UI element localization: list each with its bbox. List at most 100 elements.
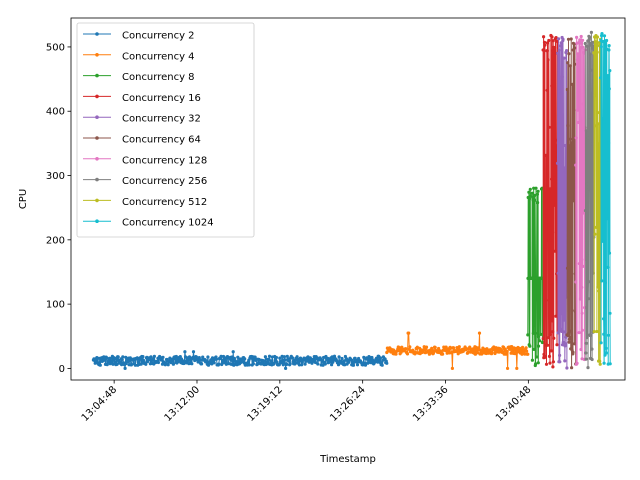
data-point — [599, 45, 603, 49]
data-point — [570, 141, 574, 145]
data-point — [548, 332, 553, 337]
data-point — [606, 265, 610, 269]
data-point — [589, 30, 594, 34]
data-point — [603, 281, 608, 285]
x-tick-label: 13:04:48 — [80, 384, 120, 424]
data-point — [597, 289, 601, 293]
data-point — [105, 363, 109, 367]
data-point — [229, 358, 234, 362]
data-point — [313, 360, 318, 365]
legend-item: Concurrency 512 — [83, 197, 207, 208]
legend-item: Concurrency 8 — [83, 72, 195, 83]
data-point — [572, 199, 576, 203]
x-tick-label: 13:26:24 — [328, 384, 368, 424]
data-point — [267, 357, 271, 361]
data-point — [285, 362, 289, 366]
data-point — [600, 279, 604, 283]
legend-item: Concurrency 16 — [83, 93, 201, 104]
data-point — [120, 357, 124, 361]
data-point — [584, 341, 588, 345]
data-point — [282, 361, 286, 365]
series-concurrency-16 — [541, 33, 560, 369]
data-point — [408, 345, 412, 349]
data-point — [98, 363, 102, 367]
data-point — [599, 38, 603, 43]
data-point — [284, 366, 288, 370]
legend-marker — [95, 198, 99, 203]
data-point — [105, 356, 109, 360]
data-point — [581, 38, 585, 42]
data-point — [569, 330, 574, 334]
data-point — [599, 76, 603, 80]
data-point — [542, 35, 546, 39]
data-point — [536, 361, 540, 365]
data-point — [544, 153, 548, 157]
data-point — [580, 328, 584, 332]
data-point — [549, 349, 553, 353]
data-point — [457, 345, 461, 349]
data-point — [594, 124, 598, 128]
data-point — [558, 44, 562, 48]
x-axis: 13:04:48 13:12:00 13:19:12 13:26:24 13:33:36… — [80, 380, 533, 424]
data-point — [532, 347, 536, 351]
data-point — [571, 350, 575, 354]
data-point — [251, 362, 255, 366]
data-point — [527, 190, 531, 194]
data-point — [602, 120, 606, 124]
data-point — [214, 357, 219, 361]
data-point — [590, 357, 594, 362]
data-point — [599, 341, 603, 345]
data-point — [570, 82, 575, 86]
data-point — [574, 280, 578, 284]
data-point — [231, 350, 235, 354]
data-point — [551, 39, 555, 43]
series-line — [600, 33, 611, 365]
data-point — [560, 75, 564, 79]
data-point — [572, 189, 576, 193]
data-point — [405, 352, 410, 356]
data-point — [577, 262, 582, 266]
data-point — [553, 46, 557, 50]
legend-item: Concurrency 32 — [83, 114, 201, 125]
data-point — [579, 41, 584, 45]
data-point — [206, 355, 210, 359]
data-point — [576, 90, 580, 94]
data-point — [549, 238, 553, 242]
data-point — [605, 217, 609, 221]
data-point — [554, 314, 558, 318]
data-point — [394, 352, 398, 356]
data-point — [602, 34, 607, 38]
data-point — [581, 264, 585, 268]
series-line — [593, 35, 602, 365]
data-point — [553, 249, 557, 253]
data-point — [219, 354, 223, 358]
series-line — [542, 35, 558, 367]
data-point — [285, 354, 289, 358]
data-point — [588, 52, 592, 56]
data-point — [465, 347, 469, 351]
legend: Concurrency 2 Concurrency 4 Concurrency 8 C… — [76, 22, 255, 238]
data-point — [544, 298, 548, 302]
data-point — [583, 41, 587, 46]
data-point — [269, 359, 273, 363]
data-point — [297, 363, 301, 367]
data-point — [262, 359, 266, 363]
legend-label: Concurrency 32 — [122, 114, 201, 125]
data-point — [303, 362, 307, 366]
data-point — [198, 358, 202, 362]
data-point — [558, 353, 562, 357]
data-point — [578, 297, 582, 301]
data-point — [589, 68, 593, 72]
data-point — [595, 50, 599, 54]
data-point — [552, 336, 556, 340]
data-point — [533, 331, 537, 335]
series-concurrency-1024 — [599, 31, 612, 366]
data-point — [133, 363, 137, 367]
legend-label: Concurrency 8 — [122, 72, 195, 83]
data-point — [525, 349, 529, 353]
data-point — [224, 359, 228, 363]
series-markers — [599, 31, 612, 366]
data-point — [585, 335, 589, 340]
data-point — [545, 41, 550, 45]
data-point — [166, 363, 170, 367]
